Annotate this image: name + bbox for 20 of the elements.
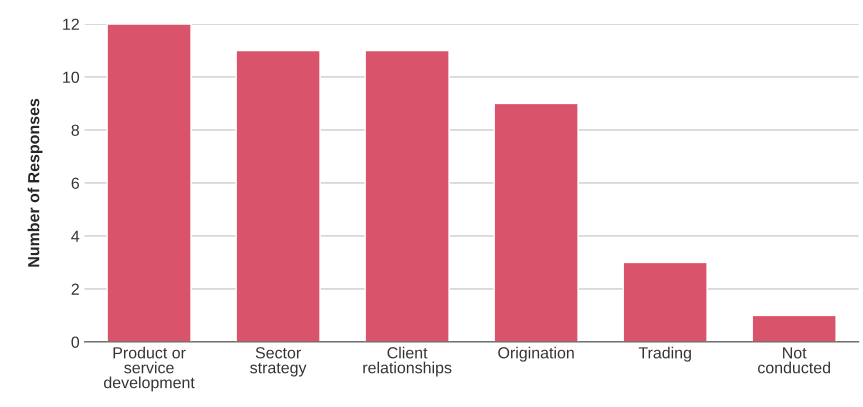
bar	[752, 314, 837, 342]
y-tick-label: 4	[71, 230, 80, 242]
y-tick-label: 10	[63, 72, 80, 83]
y-tick-label: 8	[72, 124, 80, 136]
bar	[235, 50, 321, 342]
x-tick-label: Client relationships	[363, 346, 452, 377]
x-tick-label: Trading	[638, 346, 691, 362]
bar	[622, 262, 708, 342]
bar	[106, 24, 192, 342]
y-tick-label: 6	[72, 178, 80, 189]
y-tick-label: 2	[72, 284, 79, 295]
x-tick-label: Sector strategy	[250, 347, 306, 377]
x-tick-label: Not conducted	[758, 347, 830, 374]
y-axis-title: Number of Responses	[28, 98, 43, 267]
y-tick-label: 12	[63, 18, 79, 30]
bar	[494, 102, 579, 342]
x-tick-label: Origination	[498, 346, 574, 362]
y-tick-label: 0	[71, 336, 80, 348]
x-tick-label: Product or service development	[104, 346, 195, 392]
bar	[364, 50, 450, 342]
